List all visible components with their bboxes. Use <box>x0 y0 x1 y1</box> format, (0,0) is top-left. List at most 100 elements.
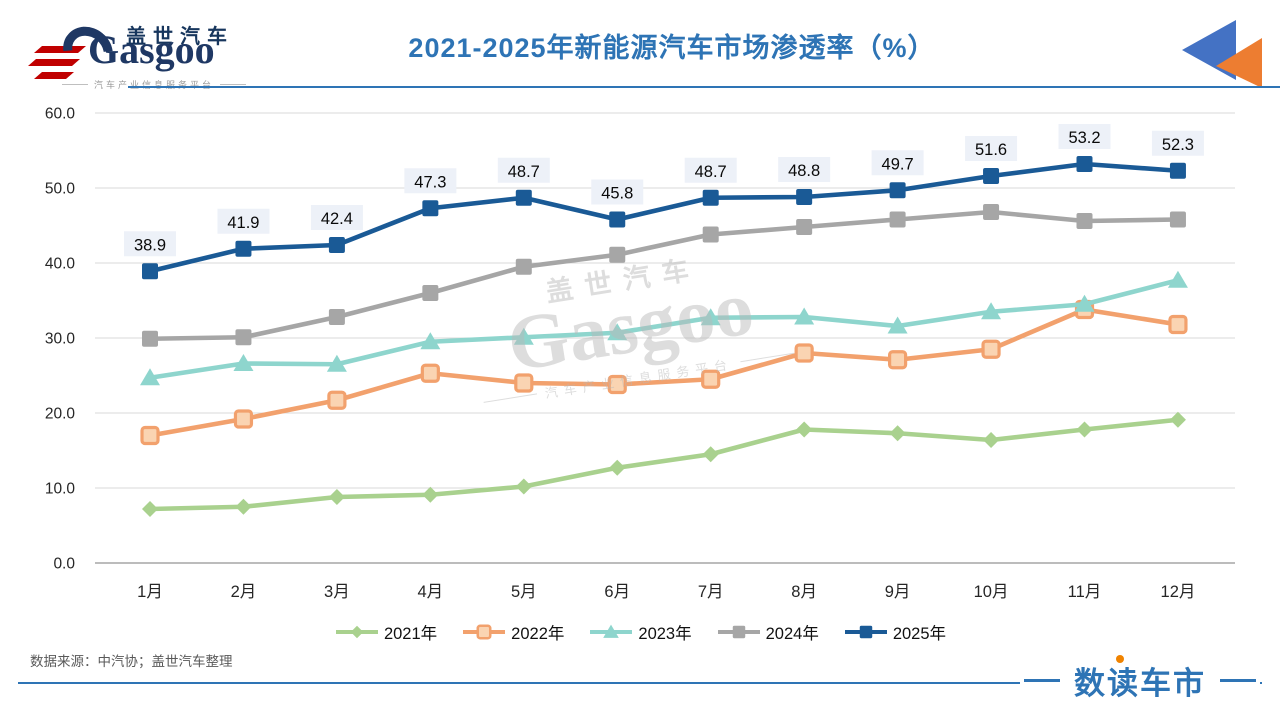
data-point-square-open <box>514 373 534 393</box>
data-label-bg <box>310 205 363 230</box>
data-point-triangle <box>887 316 908 334</box>
x-axis-tick-label: 9月 <box>885 583 911 601</box>
data-label-bg <box>778 157 831 182</box>
x-axis-tick-label: 1月 <box>137 583 163 601</box>
data-point-diamond <box>796 421 813 438</box>
data-point-square <box>1169 211 1186 228</box>
x-axis-tick-label: 2月 <box>231 583 257 601</box>
data-point-square <box>422 285 439 301</box>
data-label: 52.3 <box>1162 136 1194 154</box>
page-title: 2021-2025年新能源汽车市场渗透率（%） <box>408 33 936 63</box>
data-point-triangle <box>513 327 534 345</box>
data-point-square-open <box>233 409 254 429</box>
data-point-square <box>515 258 532 275</box>
data-label-bg <box>684 157 737 183</box>
data-label: 49.7 <box>882 155 914 173</box>
series-line-2024年 <box>147 209 1181 342</box>
footer-divider-line <box>18 682 1262 684</box>
data-point-diamond <box>328 489 345 505</box>
data-point-square-open <box>476 624 492 640</box>
data-point-square <box>889 211 906 228</box>
x-axis-tick-label: 10月 <box>974 583 1009 601</box>
data-point-square <box>1169 162 1186 179</box>
y-axis-tick-label: 10.0 <box>45 481 76 498</box>
data-point-square-open <box>794 343 814 363</box>
x-axis-tick-label: 7月 <box>698 583 724 601</box>
brand-orange-dot-icon <box>1116 654 1124 663</box>
data-point-diamond <box>142 501 158 517</box>
legend-item-2025年: 2025年 <box>843 620 946 644</box>
header-divider-line <box>128 86 1280 88</box>
data-point-square <box>142 263 158 280</box>
data-label-bg <box>404 168 457 194</box>
penetration-line-chart: 60.0 50.0 40.0 30.0 20.0 10.0 0.0 1月 2月 3月 4月 5月 6月 7… <box>45 106 1235 601</box>
data-point-square-open <box>701 369 721 389</box>
data-point-diamond <box>1076 421 1093 438</box>
data-point-diamond <box>983 432 1000 448</box>
brand-name: 数读车市 <box>1074 654 1206 703</box>
data-point-triangle <box>794 307 815 325</box>
data-point-square <box>732 625 745 639</box>
x-axis-tick-label: 4月 <box>418 583 444 601</box>
y-axis-tick-label: 50.0 <box>45 181 76 198</box>
data-point-triangle <box>700 308 721 326</box>
data-label-bg <box>217 208 270 234</box>
data-point-triangle <box>607 323 628 341</box>
data-label: 48.7 <box>508 163 540 181</box>
x-axis-tick-label: 11月 <box>1068 583 1102 601</box>
data-point-triangle <box>140 368 160 386</box>
data-point-diamond <box>609 459 626 476</box>
y-axis-tick-label: 0.0 <box>53 556 75 573</box>
series-line-2022年 <box>147 307 1181 438</box>
data-point-square-open <box>140 425 160 446</box>
data-point-diamond <box>350 625 364 639</box>
y-axis-tick-label: 20.0 <box>45 406 76 423</box>
data-label-bg <box>871 150 924 176</box>
data-label-bg <box>1058 124 1111 149</box>
series-line-2025年 <box>147 161 1181 274</box>
data-point-square <box>796 219 813 235</box>
data-point-diamond <box>422 486 439 503</box>
tagline-dash-right <box>220 84 247 85</box>
legend-label: 2021年 <box>383 625 438 643</box>
data-point-square <box>889 182 906 199</box>
legend-item-2024年: 2024年 <box>716 620 819 644</box>
data-point-diamond <box>889 425 906 442</box>
brand-logo: 数读车市 <box>1020 654 1260 703</box>
legend-marker-icon <box>844 625 887 639</box>
brand-name-text: 数读车市 <box>1074 665 1206 701</box>
data-point-square-open <box>420 363 440 383</box>
data-point-square-open <box>981 339 1001 359</box>
header: 盖世汽车 Gasgoo 汽车产业信息服务平台 2021-2025年新能源汽车市场… <box>0 0 1280 92</box>
data-label-bg <box>965 136 1018 161</box>
legend-label: 2022年 <box>511 625 565 643</box>
data-point-square <box>515 189 532 206</box>
data-point-triangle <box>1074 294 1095 312</box>
data-point-square <box>1076 213 1093 229</box>
legend-label: 2023年 <box>638 625 692 643</box>
logo-tagline-text: 汽车产业信息服务平台 <box>94 80 215 90</box>
data-label-bg <box>124 231 176 257</box>
legend-item-2022年: 2022年 <box>461 620 564 644</box>
x-axis-tick-label: 3月 <box>324 583 350 601</box>
data-point-square <box>142 330 158 347</box>
data-point-square <box>609 246 626 263</box>
logo-stripes-icon <box>28 46 86 79</box>
data-point-diamond <box>515 478 532 495</box>
data-point-triangle <box>420 332 441 350</box>
data-point-square <box>609 211 626 228</box>
data-label: 48.8 <box>788 162 820 180</box>
series-line-2021年 <box>147 417 1181 512</box>
data-point-square <box>796 189 813 205</box>
brand-dash-left <box>1024 678 1060 682</box>
data-point-triangle <box>603 624 620 638</box>
data-point-diamond <box>702 446 719 463</box>
data-label: 53.2 <box>1068 129 1100 147</box>
logo-english-name: Gasgoo <box>88 27 215 72</box>
chart-legend: 2021年 2022年 2023年 2024年 2025年 <box>0 620 1280 644</box>
legend-label: 2024年 <box>765 625 819 643</box>
data-label: 41.9 <box>227 214 259 232</box>
data-label: 51.6 <box>975 141 1007 159</box>
gasgoo-logo: 盖世汽车 Gasgoo 汽车产业信息服务平台 <box>26 12 336 90</box>
corner-triangles-icon <box>1182 20 1262 88</box>
